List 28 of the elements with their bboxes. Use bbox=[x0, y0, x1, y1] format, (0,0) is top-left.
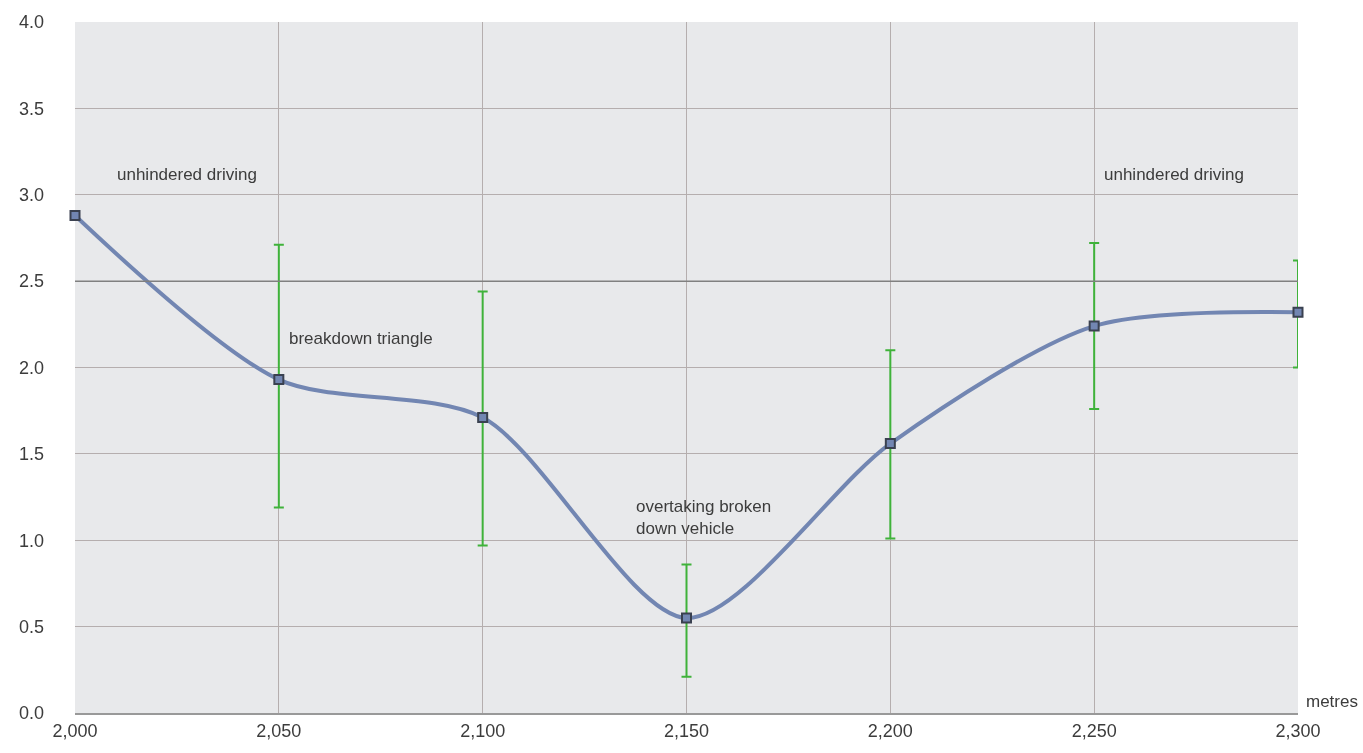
annotation: overtaking broken down vehicle bbox=[636, 497, 772, 539]
point bbox=[69, 209, 81, 221]
x-tick-label: 2,000 bbox=[52, 720, 98, 741]
y-tick-label: 3.0 bbox=[18, 185, 44, 206]
y-tick-label: 2.0 bbox=[18, 357, 44, 378]
annotation: breakdown triangle bbox=[289, 329, 433, 348]
point bbox=[273, 374, 285, 386]
x-tick-label: 2,200 bbox=[867, 720, 913, 741]
point bbox=[1088, 320, 1100, 332]
x-tick-label: 2,050 bbox=[256, 720, 302, 741]
x-tick-label: 2,150 bbox=[663, 720, 710, 741]
y-tick-label: 3.5 bbox=[18, 98, 44, 119]
point bbox=[1292, 306, 1304, 318]
point bbox=[477, 412, 489, 424]
x-tick-label: 2,100 bbox=[460, 720, 506, 741]
annotation: unhindered driving bbox=[1104, 165, 1244, 184]
point bbox=[884, 438, 896, 450]
y-tick-label: 0.0 bbox=[18, 703, 44, 724]
y-tick-label: 0.5 bbox=[18, 616, 44, 637]
y-tick-label: 1.0 bbox=[18, 530, 44, 551]
annotation: unhindered driving bbox=[117, 165, 257, 184]
y-tick-label: 2.5 bbox=[18, 271, 44, 292]
y-tick-label: 1.5 bbox=[18, 444, 44, 465]
y-tick-label: 4.0 bbox=[18, 12, 44, 33]
point bbox=[681, 612, 692, 624]
x-tick-label: 2,250 bbox=[1071, 720, 1117, 741]
x-tick-label: 2,300 bbox=[1275, 720, 1321, 741]
x-axis-title: metres bbox=[1306, 692, 1358, 711]
